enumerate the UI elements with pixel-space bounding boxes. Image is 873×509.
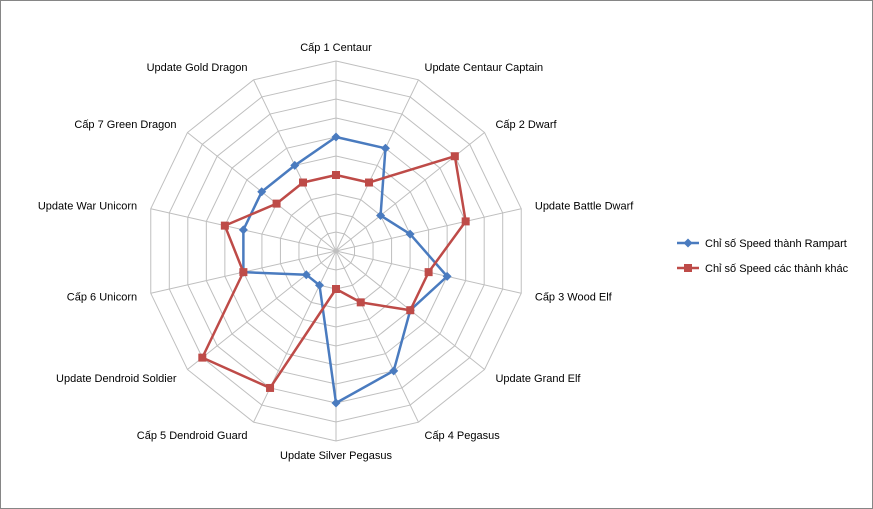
legend: Chỉ số Speed thành Rampart Chỉ số Speed c… <box>677 238 849 275</box>
data-point <box>389 366 399 376</box>
data-point <box>332 171 340 179</box>
data-point <box>450 152 459 161</box>
category-label: Cấp 5 Dendroid Guard <box>137 430 248 442</box>
data-point <box>331 398 341 408</box>
category-label: Cấp 6 Unicorn <box>67 291 137 303</box>
data-point <box>376 210 386 220</box>
category-label: Update Battle Dwarf <box>535 201 634 213</box>
data-point <box>442 271 452 281</box>
spoke-line <box>335 132 485 252</box>
data-point <box>315 280 325 290</box>
data-point <box>238 225 248 235</box>
spoke-line <box>187 250 337 370</box>
category-label: Cấp 1 Centaur <box>300 42 372 54</box>
category-label: Update Centaur Captain <box>425 62 544 74</box>
category-label: Cấp 3 Wood Elf <box>535 291 613 303</box>
legend-swatch-marker <box>683 238 693 248</box>
grid-layer <box>150 60 522 442</box>
category-labels: Cấp 1 Centaur Update Centaur Captain Cấp 2… <box>38 42 634 462</box>
data-point <box>198 353 207 362</box>
category-label: Update Silver Pegasus <box>280 450 392 462</box>
series-layer <box>198 132 470 408</box>
data-point <box>364 178 373 187</box>
spoke-line <box>335 79 419 252</box>
category-label: Cấp 4 Pegasus <box>425 430 501 442</box>
data-point <box>424 268 433 277</box>
data-point <box>272 199 281 208</box>
data-point <box>356 298 365 307</box>
data-point <box>405 229 415 239</box>
category-label: Update Gold Dragon <box>147 62 248 74</box>
category-label: Cấp 7 Green Dragon <box>74 119 176 131</box>
data-point <box>332 285 340 293</box>
spoke-line <box>335 208 522 252</box>
category-label: Update Grand Elf <box>495 373 581 385</box>
data-point <box>290 160 300 170</box>
category-label: Cấp 2 Dwarf <box>495 119 557 131</box>
legend-swatch-marker <box>684 264 692 272</box>
data-point <box>301 270 311 280</box>
spoke-line <box>253 250 337 423</box>
data-point <box>380 143 390 153</box>
category-label: Update Dendroid Soldier <box>56 373 177 385</box>
data-point <box>220 221 229 230</box>
legend-entry-label: Chỉ số Speed thành Rampart <box>705 238 847 250</box>
category-label: Update War Unicorn <box>38 201 137 213</box>
data-point <box>266 383 275 392</box>
data-point <box>257 187 267 197</box>
legend-entry-label: Chỉ số Speed các thành khác <box>705 263 849 275</box>
data-point <box>299 178 308 187</box>
data-point <box>406 306 415 315</box>
data-point <box>331 132 341 142</box>
data-point <box>461 217 470 226</box>
spoke-line <box>335 250 419 423</box>
data-point <box>239 268 248 277</box>
